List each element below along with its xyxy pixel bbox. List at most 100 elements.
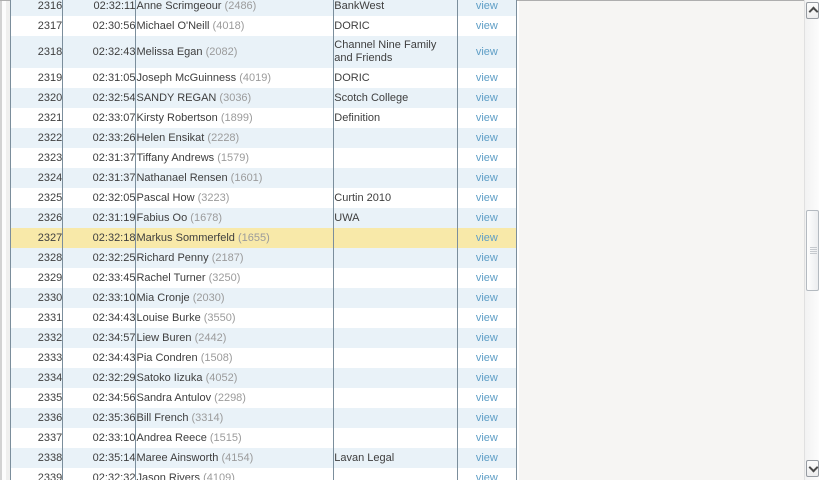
view-link[interactable]: view (475, 211, 498, 224)
chevron-up-icon (808, 6, 819, 17)
view-link[interactable]: view (475, 171, 498, 184)
runner-name: Joseph McGuinness (136, 71, 237, 84)
time-cell: 02:33:10 (62, 428, 137, 448)
table-row: 2330 02:33:10 Mia Cronje (2030) view (10, 288, 518, 308)
runner-bib: (1678) (187, 211, 223, 224)
team-cell (333, 248, 458, 268)
time-cell: 02:34:57 (62, 328, 137, 348)
left-edge-strip (0, 0, 10, 480)
position-cell: 2328 (10, 248, 64, 268)
team-cell (333, 288, 458, 308)
runner-bib: (4052) (202, 371, 238, 384)
table-row: 2328 02:32:25 Richard Penny (2187) view (10, 248, 518, 268)
view-link[interactable]: view (475, 311, 498, 324)
results-table-viewport: 2316 02:32:11 Anne Scrimgeour (2486) Ban… (10, 0, 519, 480)
view-link[interactable]: view (475, 251, 498, 264)
position-cell: 2330 (10, 288, 64, 308)
scrollbar-up-button[interactable] (806, 2, 819, 19)
position-cell: 2339 (10, 468, 64, 480)
position-cell: 2336 (10, 408, 64, 428)
table-row: 2339 02:32:32 Jason Rivers (4109) view (10, 468, 518, 480)
time-cell: 02:32:18 (62, 228, 137, 248)
runner-bib: (1601) (227, 171, 263, 184)
view-link[interactable]: view (475, 371, 498, 384)
time-cell: 02:33:45 (62, 268, 137, 288)
view-link[interactable]: view (475, 111, 498, 124)
table-row: 2329 02:33:45 Rachel Turner (3250) view (10, 268, 518, 288)
view-link[interactable]: view (475, 131, 498, 144)
runner-name: Sandra Antulov (136, 391, 212, 404)
runner-bib: (3550) (200, 311, 236, 324)
runner-name: Pascal How (136, 191, 195, 204)
runner-bib: (2187) (208, 251, 244, 264)
position-cell: 2326 (10, 208, 64, 228)
table-row: 2331 02:34:43 Louise Burke (3550) view (10, 308, 518, 328)
view-link[interactable]: view (475, 291, 498, 304)
position-cell: 2316 (10, 0, 64, 16)
time-cell: 02:32:32 (62, 468, 137, 480)
view-link[interactable]: view (475, 19, 498, 32)
scrollbar-down-button[interactable] (806, 460, 819, 477)
team-cell: DORIC (333, 68, 458, 88)
view-link[interactable]: view (475, 411, 498, 424)
table-row: 2337 02:33:10 Andrea Reece (1515) view (10, 428, 518, 448)
view-link[interactable]: view (475, 271, 498, 284)
time-cell: 02:30:56 (62, 16, 137, 36)
runner-name: Markus Sommerfeld (136, 231, 235, 244)
runner-bib: (2298) (211, 391, 246, 404)
runner-name: Pia Condren (136, 351, 198, 364)
table-row: 2321 02:33:07 Kirsty Robertson (1899) De… (10, 108, 518, 128)
time-cell: 02:33:26 (62, 128, 137, 148)
runner-name: Kirsty Robertson (136, 111, 218, 124)
view-link[interactable]: view (475, 91, 498, 104)
view-link[interactable]: view (475, 471, 498, 480)
view-link[interactable]: view (475, 0, 498, 12)
team-cell (333, 348, 458, 368)
runner-name: Rachel Turner (136, 271, 206, 284)
team-cell (333, 388, 458, 408)
runner-bib: (3314) (188, 411, 224, 424)
runner-bib: (1655) (234, 231, 270, 244)
table-row: 2332 02:34:57 Liew Buren (2442) view (10, 328, 518, 348)
team-cell (333, 128, 458, 148)
runner-name: Fabius Oo (136, 211, 188, 224)
position-cell: 2333 (10, 348, 64, 368)
view-link[interactable]: view (475, 191, 498, 204)
position-cell: 2325 (10, 188, 64, 208)
time-cell: 02:34:56 (62, 388, 137, 408)
team-cell (333, 228, 458, 248)
time-cell: 02:35:14 (62, 448, 137, 468)
runner-name: Satoko Iizuka (136, 371, 203, 384)
runner-bib: (3250) (205, 271, 241, 284)
runner-name: Anne Scrimgeour (136, 0, 222, 12)
view-link[interactable]: view (475, 451, 498, 464)
table-row: 2326 02:31:19 Fabius Oo (1678) UWA view (10, 208, 518, 228)
position-cell: 2331 (10, 308, 64, 328)
view-link[interactable]: view (475, 231, 498, 244)
position-cell: 2332 (10, 328, 64, 348)
table-row: 2319 02:31:05 Joseph McGuinness (4019) D… (10, 68, 518, 88)
team-cell: Curtin 2010 (333, 188, 458, 208)
view-link[interactable]: view (475, 331, 498, 344)
view-link[interactable]: view (475, 151, 498, 164)
view-link[interactable]: view (475, 431, 498, 444)
position-cell: 2317 (10, 16, 64, 36)
view-link[interactable]: view (475, 71, 498, 84)
view-link[interactable]: view (475, 45, 498, 58)
runner-name: Mia Cronje (136, 291, 190, 304)
runner-bib: (4018) (209, 19, 245, 32)
table-row: 2320 02:32:54 SANDY REGAN (3036) Scotch … (10, 88, 518, 108)
results-table: 2316 02:32:11 Anne Scrimgeour (2486) Ban… (10, 0, 518, 480)
table-row: 2325 02:32:05 Pascal How (3223) Curtin 2… (10, 188, 518, 208)
time-cell: 02:33:07 (62, 108, 137, 128)
vertical-scrollbar[interactable] (804, 0, 819, 480)
view-link[interactable]: view (475, 351, 498, 364)
scrollbar-thumb[interactable] (806, 210, 819, 291)
team-cell (333, 328, 458, 348)
runner-bib: (2486) (221, 0, 257, 12)
team-cell: Definition (333, 108, 458, 128)
team-cell: Scotch College (333, 88, 458, 108)
time-cell: 02:31:05 (62, 68, 137, 88)
view-link[interactable]: view (475, 391, 498, 404)
team-cell: Lavan Legal (333, 448, 458, 468)
